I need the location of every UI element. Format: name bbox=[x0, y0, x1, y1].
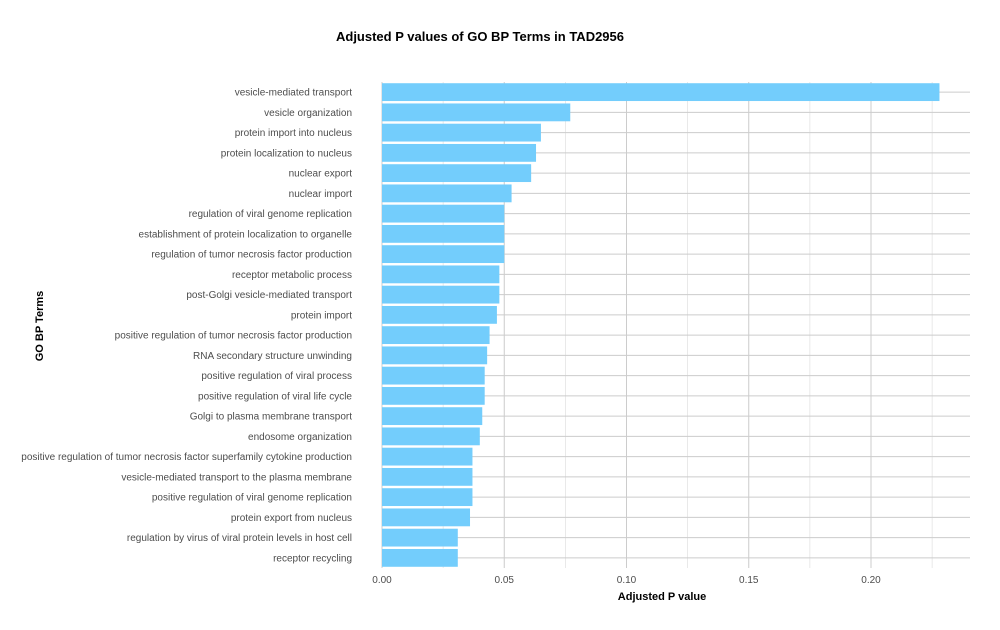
bar bbox=[382, 285, 500, 304]
y-tick-label: endosome organization bbox=[248, 432, 352, 443]
bar bbox=[382, 83, 940, 102]
y-tick-label: establishment of protein localization to… bbox=[139, 229, 353, 240]
chart-title: Adjusted P values of GO BP Terms in TAD2… bbox=[336, 29, 624, 44]
bar bbox=[382, 305, 497, 324]
bar bbox=[382, 224, 505, 243]
bar bbox=[382, 184, 512, 203]
x-tick-label: 0.15 bbox=[739, 575, 759, 586]
y-tick-label: nuclear export bbox=[289, 169, 353, 180]
y-axis-title: GO BP Terms bbox=[34, 291, 46, 362]
bar bbox=[382, 467, 473, 486]
y-tick-label: regulation by virus of viral protein lev… bbox=[127, 533, 352, 544]
bar bbox=[382, 548, 458, 567]
bars bbox=[382, 83, 940, 567]
y-tick-label: vesicle-mediated transport bbox=[235, 88, 352, 99]
bar bbox=[382, 265, 500, 284]
bar bbox=[382, 123, 541, 142]
bar bbox=[382, 508, 471, 527]
bar bbox=[382, 245, 505, 264]
bar bbox=[382, 143, 537, 162]
y-tick-label: receptor recycling bbox=[273, 553, 352, 564]
x-tick-label: 0.00 bbox=[372, 575, 392, 586]
y-tick-label: vesicle-mediated transport to the plasma… bbox=[121, 472, 352, 483]
y-tick-label: RNA secondary structure unwinding bbox=[193, 351, 352, 362]
y-tick-label: positive regulation of viral genome repl… bbox=[152, 493, 352, 504]
bar bbox=[382, 103, 571, 122]
x-axis-title: Adjusted P value bbox=[618, 591, 706, 603]
y-tick-label: nuclear import bbox=[289, 189, 353, 200]
y-tick-labels: vesicle-mediated transport vesicle organi… bbox=[21, 88, 352, 565]
y-tick-label: regulation of viral genome replication bbox=[189, 209, 352, 220]
bar bbox=[382, 528, 458, 547]
y-tick-label: post-Golgi vesicle-mediated transport bbox=[186, 290, 352, 301]
bar bbox=[382, 488, 473, 507]
bar bbox=[382, 386, 485, 405]
y-tick-label: protein import into nucleus bbox=[235, 128, 352, 139]
y-tick-label: positive regulation of viral life cycle bbox=[198, 391, 352, 402]
bar bbox=[382, 366, 485, 385]
bar bbox=[382, 164, 532, 183]
bar bbox=[382, 326, 490, 345]
bar bbox=[382, 407, 483, 426]
bar bbox=[382, 204, 505, 223]
x-tick-label: 0.20 bbox=[861, 575, 881, 586]
bar bbox=[382, 427, 480, 446]
y-tick-label: Golgi to plasma membrane transport bbox=[190, 412, 353, 423]
y-tick-label: positive regulation of viral process bbox=[201, 371, 352, 382]
y-tick-label: protein localization to nucleus bbox=[221, 148, 352, 159]
x-tick-labels: 0.00 0.05 0.10 0.15 0.20 bbox=[372, 575, 881, 586]
x-tick-label: 0.10 bbox=[617, 575, 637, 586]
y-tick-label: vesicle organization bbox=[264, 108, 352, 119]
y-tick-label: positive regulation of tumor necrosis fa… bbox=[115, 331, 352, 342]
y-tick-label: positive regulation of tumor necrosis fa… bbox=[21, 452, 352, 463]
bar bbox=[382, 346, 488, 365]
y-tick-label: regulation of tumor necrosis factor prod… bbox=[151, 250, 352, 261]
y-tick-label: protein import bbox=[291, 310, 352, 321]
y-tick-label: receptor metabolic process bbox=[232, 270, 352, 281]
y-tick-label: protein export from nucleus bbox=[231, 513, 352, 524]
bar bbox=[382, 447, 473, 466]
x-tick-label: 0.05 bbox=[495, 575, 515, 586]
